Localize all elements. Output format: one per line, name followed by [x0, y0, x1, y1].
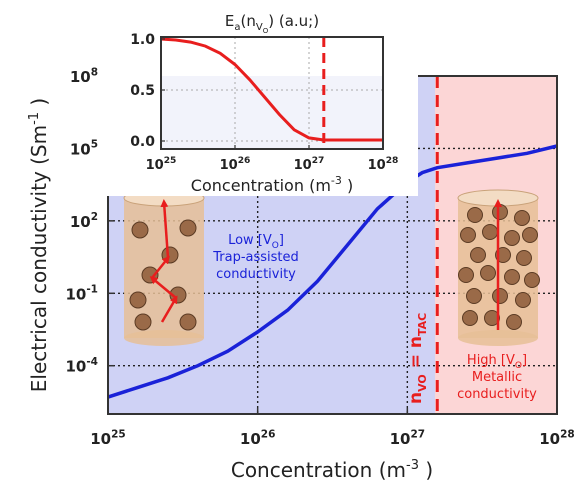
inset-y-ticks: 0.0 0.5 1.0 [130, 32, 165, 150]
particle [134, 313, 152, 331]
main-series-line [107, 144, 558, 399]
hop-arrow [160, 295, 178, 323]
y-tick-label: 10-1 [65, 284, 98, 304]
hop-arrow [151, 255, 170, 279]
particle [515, 292, 531, 308]
x-tick-label: 1025 [90, 428, 126, 448]
inset-plot-band [161, 76, 383, 149]
inset-x-tick-label: 1027 [294, 156, 325, 173]
y-tick-label: 102 [70, 211, 98, 231]
inset-y-tick-label: 0.5 [130, 83, 155, 99]
particle [179, 219, 197, 237]
y-tick-label: 10-4 [65, 356, 98, 376]
high-concentration-annotation: High [VO] Metallic conductivity [457, 353, 537, 402]
inset-y-tick-label: 0.0 [130, 134, 155, 150]
particle [467, 207, 483, 223]
svg-text:Metallic: Metallic [472, 370, 522, 385]
particle [470, 247, 486, 263]
low-concentration-cylinder-illustration [123, 189, 205, 346]
inset-x-tick-label: 1026 [220, 156, 251, 173]
main-x-axis-label: Concentration (m-3 ) [231, 458, 433, 482]
particle [458, 267, 474, 283]
inset-x-ticks: 1025 1026 1027 1028 [146, 145, 399, 173]
inset-x-axis-label: Concentration (m-3 ) [191, 174, 353, 195]
main-y-ticks: 10-4 10-1 102 105 108 [65, 66, 114, 376]
svg-text:conductivity: conductivity [457, 387, 537, 402]
low-concentration-annotation: Low [VO] Trap-assisted conductivity [212, 233, 299, 282]
inset-title: Ea(nVO) (a.u;) [225, 12, 319, 35]
main-x-ticks: 1025 1026 1027 1028 [90, 408, 575, 448]
particle [131, 221, 149, 239]
particle [480, 265, 496, 281]
particle [504, 230, 520, 246]
particle [460, 227, 476, 243]
particle [179, 313, 197, 331]
inset-plot: 1025 1026 1027 1028 0.0 0.5 1.0 Ea(nVO) (a.u;… [100, 4, 418, 196]
inset-y-tick-label: 1.0 [130, 32, 155, 48]
particle [129, 291, 147, 309]
x-tick-label: 1027 [390, 428, 426, 448]
particle [492, 204, 508, 220]
threshold-annotation: nVO = nTAC [406, 313, 429, 404]
inset-plot-frame [160, 36, 384, 150]
particle [524, 272, 540, 288]
inset-x-tick-label: 1028 [368, 156, 399, 173]
svg-text:conductivity: conductivity [216, 267, 296, 282]
hop-arrow [149, 276, 177, 299]
high-concentration-cylinder-illustration [457, 189, 540, 346]
particle [506, 314, 522, 330]
svg-text:Low [VO]: Low [VO] [228, 233, 284, 251]
particle [466, 288, 482, 304]
x-tick-label: 1026 [240, 428, 276, 448]
inset-x-tick-label: 1025 [146, 156, 177, 173]
particle [516, 250, 532, 266]
particle [492, 288, 508, 304]
particle [504, 269, 520, 285]
main-y-axis-label: Electrical conductivity (Sm-1 ) [27, 98, 51, 393]
x-tick-label: 1028 [539, 428, 575, 448]
particle [462, 310, 478, 326]
particle [482, 224, 498, 240]
particle [514, 210, 530, 226]
svg-text:High [VO]: High [VO] [467, 353, 527, 371]
y-tick-label: 105 [70, 139, 98, 159]
particle [484, 310, 500, 326]
particle [522, 227, 538, 243]
y-tick-label: 108 [70, 66, 98, 86]
hop-arrow [160, 199, 170, 259]
svg-text:Trap-assisted: Trap-assisted [212, 250, 299, 265]
inset-series-line [160, 37, 383, 142]
